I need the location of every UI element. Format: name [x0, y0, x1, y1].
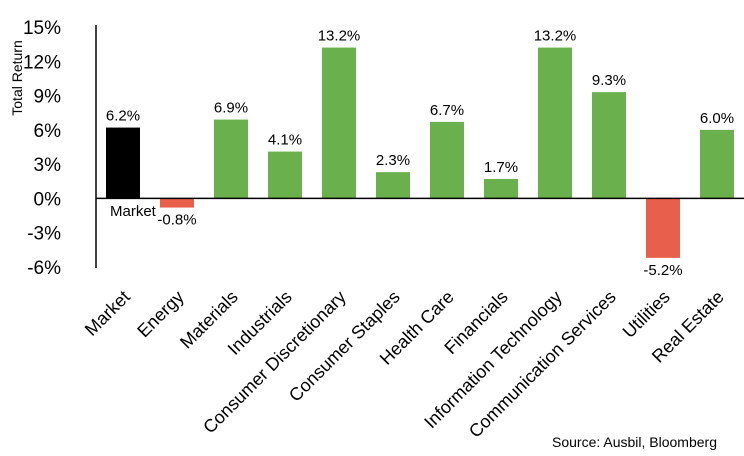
bar-utilities: [646, 198, 680, 258]
y-tick-label: 6%: [34, 121, 62, 142]
data-label: 6.2%: [106, 108, 140, 125]
data-label: -0.8%: [157, 212, 196, 229]
y-axis-title: Total Return: [9, 40, 25, 115]
y-axis-title-group: Total Return: [9, 40, 25, 115]
bar-materials: [214, 119, 248, 199]
data-label: 1.7%: [484, 159, 518, 176]
y-tick-label: 9%: [34, 87, 62, 108]
y-tick-label: 3%: [34, 155, 62, 176]
bar-information-technology: [538, 47, 572, 199]
y-tick-label: 12%: [23, 52, 61, 73]
data-label: 6.0%: [700, 110, 734, 127]
data-label: 13.2%: [534, 28, 577, 45]
data-label: 9.3%: [592, 72, 626, 89]
source-note: Source: Ausbil, Bloomberg: [552, 434, 717, 450]
market-annotation: Market: [110, 203, 157, 220]
data-label: 6.7%: [430, 102, 464, 119]
data-label: 6.9%: [214, 100, 248, 117]
bar-real-estate: [700, 129, 734, 199]
y-tick-label: 15%: [23, 18, 61, 39]
bar-industrials: [268, 151, 302, 199]
bar-consumer-staples: [376, 172, 410, 199]
bar-financials: [484, 179, 518, 199]
data-label: 4.1%: [268, 132, 302, 149]
data-label: -5.2%: [643, 262, 682, 279]
y-tick-label: 0%: [34, 189, 62, 210]
bar-consumer-discretionary: [322, 47, 356, 199]
category-label: Energy: [133, 287, 187, 341]
bar-health-care: [430, 121, 464, 199]
data-label: 13.2%: [318, 28, 361, 45]
bar-communication-services: [592, 92, 626, 199]
data-label: 2.3%: [376, 152, 410, 169]
y-tick-label: -3%: [27, 224, 61, 245]
bar-energy: [160, 198, 194, 208]
category-label: Market: [81, 287, 134, 340]
y-tick-label: -6%: [27, 258, 61, 279]
bar-market: [106, 127, 140, 199]
